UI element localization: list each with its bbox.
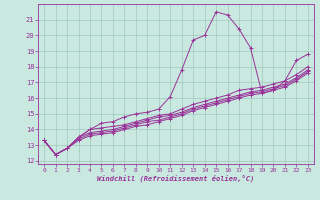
X-axis label: Windchill (Refroidissement éolien,°C): Windchill (Refroidissement éolien,°C) [97, 175, 255, 182]
